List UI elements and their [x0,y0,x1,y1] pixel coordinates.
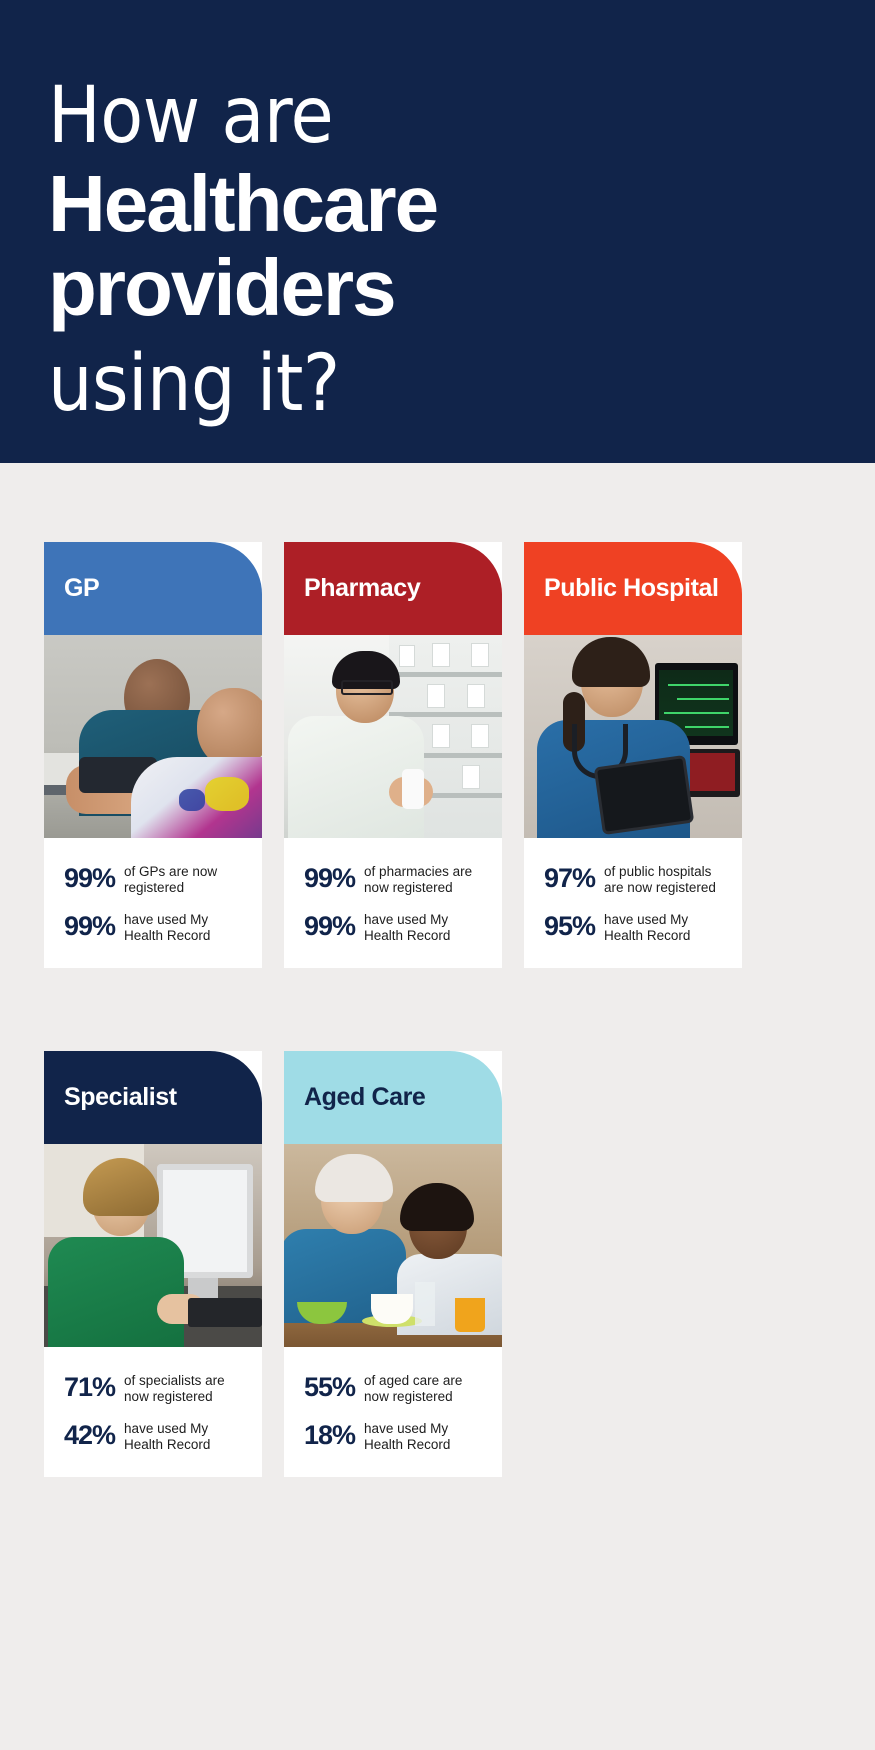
card-header-public-hospital: Public Hospital [524,542,742,635]
card-header-pharmacy: Pharmacy [284,542,502,635]
hero-line-2: Healthcare [48,159,439,248]
card-stats-specialist: 71% of specialists are now registered 42… [44,1347,262,1477]
stat-row: 99% have used My Health Record [64,912,244,944]
card-header-specialist: Specialist [44,1051,262,1144]
card-stats-pharmacy: 99% of pharmacies are now registered 99%… [284,838,502,968]
stat-value: 95% [544,911,596,941]
stat-value: 99% [304,911,356,941]
card-stats-public-hospital: 97% of public hospitals are now register… [524,838,742,968]
stat-row: 99% have used My Health Record [304,912,484,944]
stat-row: 42% have used My Health Record [64,1421,244,1453]
card-row-1: GP 99% of GPs are now registered [44,542,834,968]
card-photo-gp [44,635,262,838]
card-photo-aged-care [284,1144,502,1347]
provider-card-grid: GP 99% of GPs are now registered [44,542,834,1477]
stat-value: 71% [64,1372,116,1402]
card-photo-public-hospital [524,635,742,838]
stat-label: of aged care are now registered [364,1373,463,1404]
provider-card-gp[interactable]: GP 99% of GPs are now registered [44,542,262,968]
stat-row: 99% of pharmacies are now registered [304,864,484,896]
stat-label: of public hospitals are now registered [604,864,716,895]
hero-line-1: How are [48,71,334,161]
card-title-aged-care: Aged Care [304,1083,426,1111]
card-stats-aged-care: 55% of aged care are now registered 18% … [284,1347,502,1477]
stat-row: 18% have used My Health Record [304,1421,484,1453]
hero-banner: How are Healthcare providers using it? [0,0,875,463]
stat-row: 97% of public hospitals are now register… [544,864,724,896]
stat-row: 71% of specialists are now registered [64,1373,244,1405]
stat-row: 99% of GPs are now registered [64,864,244,896]
card-stats-gp: 99% of GPs are now registered 99% have u… [44,838,262,968]
stat-row: 55% of aged care are now registered [304,1373,484,1405]
provider-card-public-hospital[interactable]: Public Hospital 97 [524,542,742,968]
card-photo-pharmacy [284,635,502,838]
card-header-gp: GP [44,542,262,635]
hero-line-3: providers [48,243,397,332]
stat-label: of pharmacies are now registered [364,864,473,895]
card-header-aged-care: Aged Care [284,1051,502,1144]
provider-card-pharmacy[interactable]: Pharmacy [284,542,502,968]
stat-label: have used My Health Record [124,1421,211,1452]
stat-value: 99% [304,863,356,893]
card-row-2: Specialist 71% of specialists are now re… [44,1051,834,1477]
stat-label: have used My Health Record [364,912,451,943]
stat-value: 99% [64,911,116,941]
stat-label: have used My Health Record [124,912,211,943]
card-title-specialist: Specialist [64,1083,177,1111]
stat-label: of GPs are now registered [124,864,218,895]
stat-value: 55% [304,1372,356,1402]
card-title-public-hospital: Public Hospital [544,574,719,602]
provider-card-aged-care[interactable]: Aged Care 55% of aged care [284,1051,502,1477]
provider-card-specialist[interactable]: Specialist 71% of specialists are now re… [44,1051,262,1477]
stat-value: 42% [64,1420,116,1450]
card-title-pharmacy: Pharmacy [304,574,421,602]
stat-label: have used My Health Record [604,912,691,943]
card-title-gp: GP [64,574,100,602]
stat-label: have used My Health Record [364,1421,451,1452]
stat-row: 95% have used My Health Record [544,912,724,944]
hero-line-4: using it? [48,339,340,429]
stat-label: of specialists are now registered [124,1373,225,1404]
card-photo-specialist [44,1144,262,1347]
stat-value: 97% [544,863,596,893]
stat-value: 18% [304,1420,356,1450]
stat-value: 99% [64,863,116,893]
